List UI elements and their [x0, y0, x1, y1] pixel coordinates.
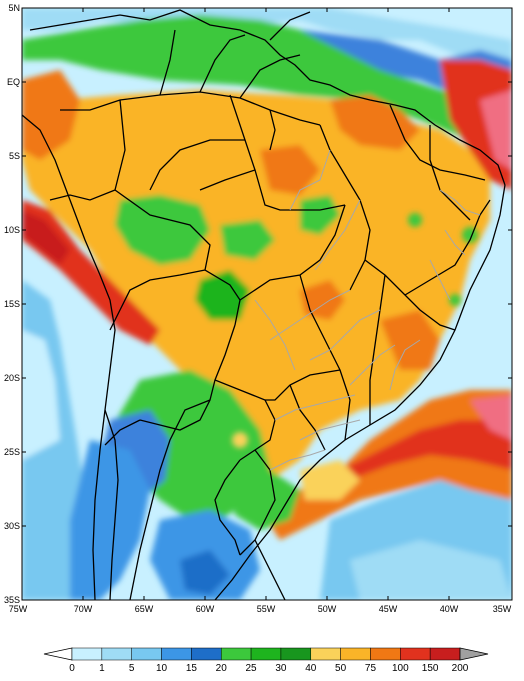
colorbar-label: 10 [156, 663, 168, 674]
colorbar-segment [250, 647, 282, 661]
colorbar-segment [131, 647, 162, 661]
lat-label: 35S [4, 595, 20, 605]
colorbar: 0 1 5 10 15 20 25 30 40 50 75 100 150 200 [43, 647, 489, 674]
country-borders [22, 9, 506, 600]
lat-label: 15S [4, 299, 20, 309]
lon-label: 40W [440, 604, 459, 614]
lat-label: 20S [4, 373, 20, 383]
colorbar-label: 20 [216, 663, 228, 674]
lon-label: 45W [379, 604, 398, 614]
colorbar-label: 200 [452, 663, 469, 674]
lat-label: 5S [9, 151, 20, 161]
colorbar-segment [310, 647, 341, 661]
lon-label: 50W [318, 604, 337, 614]
lon-label: 55W [257, 604, 276, 614]
colorbar-label: 30 [275, 663, 287, 674]
lat-label: EQ [7, 77, 20, 87]
colorbar-label: 1 [99, 663, 105, 674]
colorbar-label: 75 [365, 663, 377, 674]
latitude-labels: 5N EQ 5S 10S 15S 20S 25S 30S 35S [4, 3, 20, 605]
colorbar-segment [101, 647, 132, 661]
lon-label: 75W [9, 604, 28, 614]
colorbar-segment [161, 647, 192, 661]
lat-label: 30S [4, 521, 20, 531]
precipitation-field [22, 8, 512, 600]
longitude-labels: 75W 70W 65W 60W 55W 50W 45W 40W 35W [9, 604, 512, 614]
colorbar-label: 100 [392, 663, 409, 674]
colorbar-label: 150 [422, 663, 439, 674]
colorbar-label: 40 [305, 663, 317, 674]
colorbar-segment [370, 647, 401, 661]
colorbar-segment [429, 647, 461, 661]
colorbar-label: 5 [129, 663, 135, 674]
lon-label: 35W [493, 604, 512, 614]
lat-label: 10S [4, 225, 20, 235]
colorbar-label: 0 [69, 663, 75, 674]
colorbar-under-arrow [43, 647, 73, 661]
colorbar-label: 15 [186, 663, 198, 674]
colorbar-segment [340, 647, 371, 661]
lon-label: 70W [74, 604, 93, 614]
colorbar-segment [191, 647, 222, 661]
latitude-ticks [22, 81, 512, 527]
colorbar-label: 25 [246, 663, 258, 674]
colorbar-segment [71, 647, 103, 661]
lon-label: 60W [196, 604, 215, 614]
lat-label: 5N [8, 3, 20, 13]
longitude-ticks [82, 8, 450, 600]
colorbar-segment [400, 647, 431, 661]
colorbar-label: 50 [335, 663, 347, 674]
colorbar-segment [280, 647, 312, 661]
state-borders [254, 149, 481, 471]
colorbar-over-arrow [459, 647, 489, 661]
lon-label: 65W [135, 604, 154, 614]
lat-label: 25S [4, 447, 20, 457]
colorbar-segment [220, 647, 252, 661]
